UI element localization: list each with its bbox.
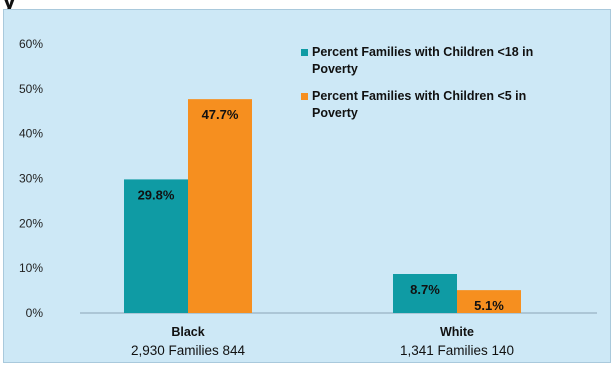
category-label: Black	[171, 325, 204, 339]
data-label: 29.8%	[138, 187, 175, 202]
y-tick-label: 20%	[19, 216, 43, 230]
y-tick-label: 0%	[26, 306, 44, 320]
legend-label: Poverty	[312, 106, 358, 120]
category-sublabel: 1,341 Families 140	[400, 343, 514, 358]
y-tick-label: 40%	[19, 127, 43, 141]
y-tick-label: 30%	[19, 172, 43, 186]
legend-label: Poverty	[312, 62, 358, 76]
legend-swatch	[301, 93, 308, 100]
category-label: White	[440, 325, 474, 339]
category-sublabel: 2,930 Families 844	[131, 343, 246, 358]
legend-label: Percent Families with Children <5 in	[312, 89, 526, 103]
legend-swatch	[301, 49, 308, 56]
y-tick-label: 10%	[19, 261, 43, 275]
y-tick-label: 60%	[19, 37, 43, 51]
data-label: 47.7%	[202, 107, 239, 122]
data-label: 8.7%	[410, 282, 440, 297]
y-tick-label: 50%	[19, 82, 43, 96]
legend-label: Percent Families with Children <18 in	[312, 45, 533, 59]
bar	[188, 99, 252, 313]
data-label: 5.1%	[474, 298, 504, 313]
